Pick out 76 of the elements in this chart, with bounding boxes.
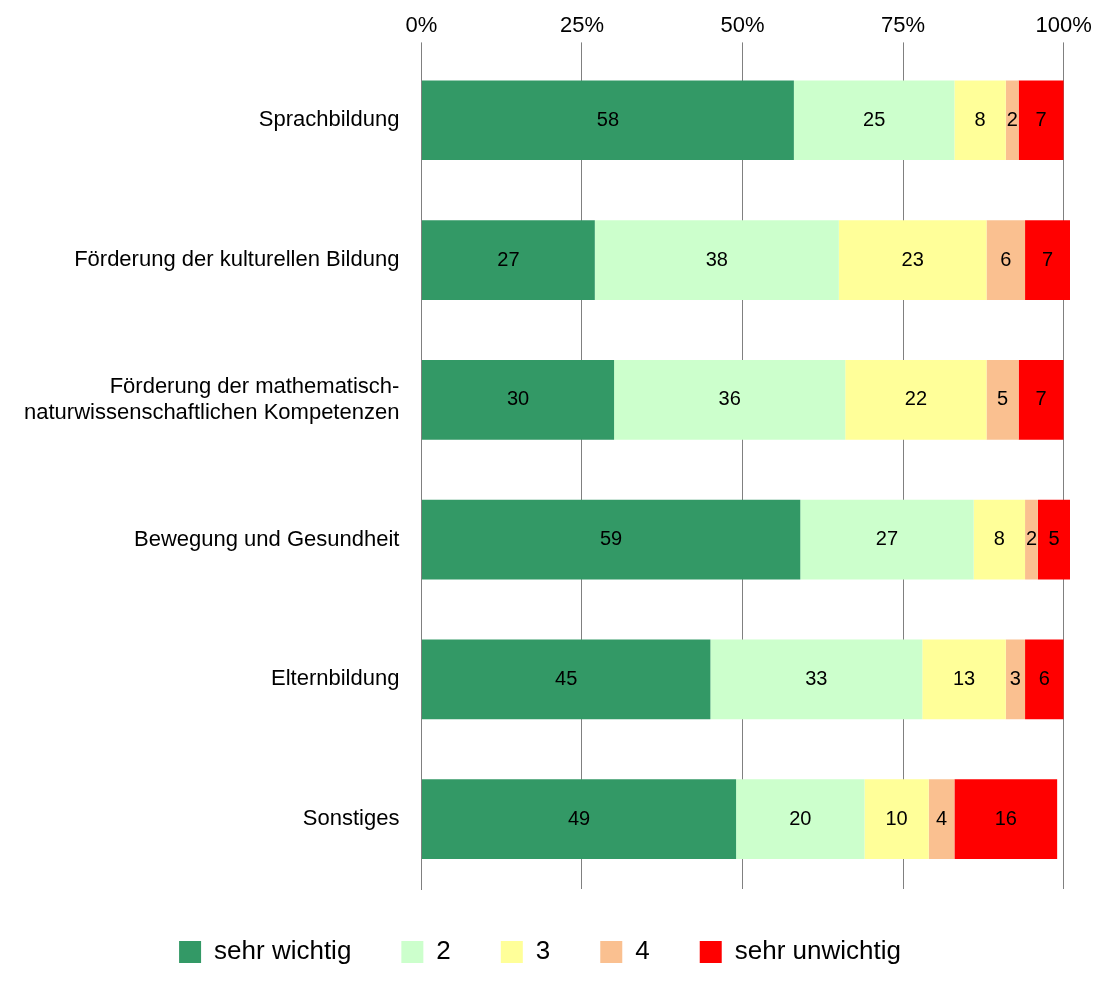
y-tick-label: Sonstiges [302,805,400,831]
y-tick-label: Elternbildung [271,665,400,691]
bar [594,220,839,300]
y-tick-label: Förderung der mathematisch- naturwissenschaftlichen Kompetenzen [23,372,400,425]
data-label: 8 [974,107,986,130]
bar [1025,499,1038,580]
bar [793,80,955,161]
data-label: 10 [885,806,908,829]
bar [864,779,929,859]
bar [922,639,1006,720]
x-tick-label: 0% [405,12,438,38]
legend-label: sehr unwichtig [734,935,901,966]
legend-label: 2 [436,935,451,966]
data-label: 13 [952,666,976,689]
x-tick-label: 25% [559,12,604,38]
bar [954,779,1058,859]
data-label: 5 [997,387,1009,410]
data-label: 4 [936,806,948,829]
bar [1037,499,1070,580]
data-label: 6 [1000,247,1012,270]
bar [1018,359,1064,440]
bar [421,499,801,580]
bar [986,359,1019,440]
data-label: 59 [600,527,623,550]
data-label: 25 [863,107,886,130]
bar [1025,639,1064,720]
data-label: 36 [718,387,741,410]
data-label: 7 [1035,107,1047,130]
y-tick-label: Bewegung und Gesundheit [134,525,400,551]
data-label: 16 [994,806,1017,829]
bar [986,220,1026,300]
y-tick-label: Sprachbildung [258,106,400,132]
data-label: 27 [875,527,899,550]
data-label: 27 [497,247,520,270]
bar [800,499,974,580]
data-label: 23 [901,247,924,270]
data-label: 22 [904,387,928,410]
x-tick-label: 50% [720,12,765,38]
bar [973,499,1026,580]
data-label: 3 [1009,666,1021,689]
data-label: 38 [705,247,728,270]
data-label: 5 [1048,527,1060,550]
bar [421,359,615,440]
bar [954,80,1006,161]
data-label: 8 [993,527,1005,550]
data-label: 2 [1006,107,1018,130]
data-label: 20 [789,806,812,829]
data-label: 6 [1038,666,1050,689]
bar [421,220,595,300]
y-tick-label: Förderung der kulturellen Bildung [74,246,400,272]
bar [928,779,955,859]
bar [1018,80,1064,161]
bar [736,779,865,859]
x-tick-label: 75% [881,12,926,38]
legend-label: 4 [635,935,650,966]
bar [1005,80,1019,161]
data-label: 7 [1041,247,1054,270]
data-label: 58 [596,107,620,130]
data-label: 33 [805,666,828,689]
data-label: 45 [555,666,578,689]
bar [710,639,923,720]
bar [1005,639,1026,720]
bar [421,80,794,161]
data-label: 7 [1035,387,1047,410]
bar [421,779,737,859]
data-label: 30 [506,387,530,410]
bar [1025,220,1070,300]
x-tick-label: 100% [1035,12,1092,38]
bar [845,359,987,440]
bar [838,220,987,300]
bar [421,639,711,720]
data-label: 2 [1025,527,1038,550]
legend-label: sehr wichtig [214,935,352,966]
bar [614,359,846,440]
legend-label: 3 [535,935,551,966]
data-label: 49 [567,806,591,829]
